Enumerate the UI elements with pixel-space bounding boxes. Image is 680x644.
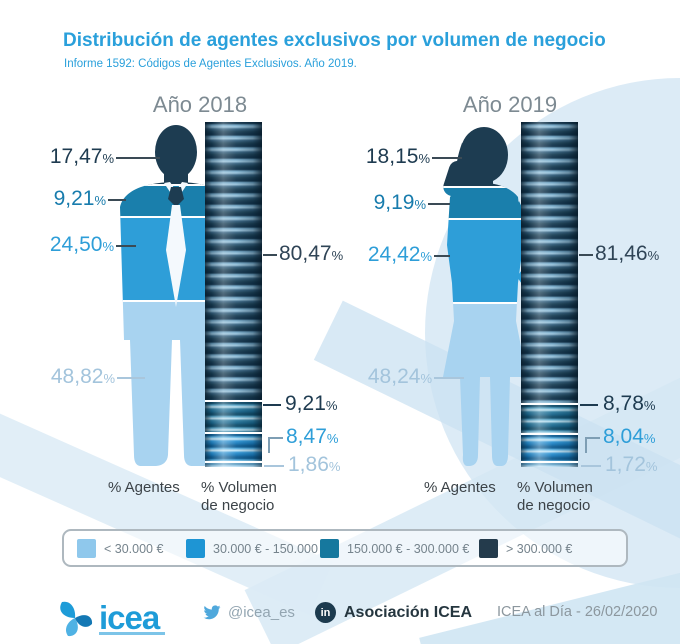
icea-logo: icea xyxy=(55,598,160,638)
icea-logo-text: icea xyxy=(99,599,160,636)
agents-pct-30k-150k-2019: 24,42% xyxy=(367,243,432,266)
icea-logo-tagline xyxy=(99,632,165,635)
volume-pct-150k-300k-2019: 8,78% xyxy=(603,392,656,415)
leader-line xyxy=(116,245,136,247)
legend-swatch-under-30k xyxy=(77,539,96,558)
legend-label: > 300.000 € xyxy=(506,541,573,556)
twitter-bird-icon xyxy=(203,605,221,620)
coin-segment-150k-300k xyxy=(205,400,262,432)
year-heading-2019: Año 2019 xyxy=(462,92,558,117)
agents-pct-over-300k-2018: 17,47% xyxy=(49,145,114,168)
agents-axis-label-2018: % Agentes xyxy=(108,479,180,496)
volume-pct-over-300k-2018: 80,47% xyxy=(279,242,344,265)
coin-segment-under-30k xyxy=(205,461,262,467)
legend-label: < 30.000 € xyxy=(104,541,164,556)
volume-pct-30k-150k-2018: 8,47% xyxy=(286,425,339,448)
agents-pct-under-30k-2019: 48,24% xyxy=(367,365,432,388)
agents-pct-over-300k-2019: 18,15% xyxy=(365,145,430,168)
tie-detail xyxy=(166,205,186,307)
leader-line xyxy=(581,465,601,467)
leader-line xyxy=(263,254,277,256)
legend-item-over-300k: > 300.000 € xyxy=(479,539,572,558)
coin-segment-150k-300k xyxy=(521,403,578,433)
linkedin-link[interactable]: in Asociación ICEA xyxy=(315,602,472,623)
volume-axis-label-2019: % Volumen de negocio xyxy=(517,479,593,514)
page-subtitle: Informe 1592: Códigos de Agentes Exclusi… xyxy=(64,58,357,70)
twitter-handle[interactable]: @icea_es xyxy=(228,604,295,621)
leader-line xyxy=(264,465,284,467)
leader-line xyxy=(428,203,450,205)
agents-pct-under-30k-2018: 48,82% xyxy=(50,365,115,388)
twitter-link[interactable]: @icea_es xyxy=(203,604,295,621)
volume-axis-label-2018: % Volumen de negocio xyxy=(201,479,277,514)
year-heading-2018: Año 2018 xyxy=(152,92,248,117)
coin-segment-30k-150k xyxy=(521,433,578,461)
page-title: Distribución de agentes exclusivos por v… xyxy=(63,30,606,51)
legend-item-30k-150k: 30.000 € - 150.000 € xyxy=(186,539,328,558)
agents-pct-150k-300k-2019: 9,19% xyxy=(373,191,426,214)
legend-label: 30.000 € - 150.000 € xyxy=(213,541,329,556)
edition-date: ICEA al Día - 26/02/2020 xyxy=(497,604,658,620)
legend: < 30.000 € 30.000 € - 150.000 € 150.000 … xyxy=(62,529,628,567)
leader-line xyxy=(432,157,462,159)
coin-segment-over-300k xyxy=(521,122,578,403)
legend-swatch-150k-300k xyxy=(320,539,339,558)
leader-line xyxy=(108,199,126,201)
icea-pinwheel-icon xyxy=(60,601,93,637)
leader-line xyxy=(434,255,450,257)
legend-label: 150.000 € - 300.000 € xyxy=(347,541,470,556)
leader-line xyxy=(116,157,160,159)
volume-pct-under-30k-2019: 1,72% xyxy=(605,453,658,476)
tie-knot-detail xyxy=(168,187,184,207)
agents-pct-150k-300k-2018: 9,21% xyxy=(53,187,106,210)
coin-stack-2019 xyxy=(521,122,578,467)
legend-swatch-30k-150k xyxy=(186,539,205,558)
volume-pct-150k-300k-2018: 9,21% xyxy=(285,392,338,415)
linkedin-label[interactable]: Asociación ICEA xyxy=(344,603,473,621)
leader-line xyxy=(580,404,598,406)
coin-stack-2018 xyxy=(205,122,262,467)
volume-pct-under-30k-2018: 1,86% xyxy=(288,453,341,476)
leader-line xyxy=(263,404,281,406)
leader-elbow xyxy=(268,437,283,453)
coin-segment-over-300k xyxy=(205,122,262,400)
volume-pct-30k-150k-2019: 8,04% xyxy=(603,425,656,448)
coin-segment-30k-150k xyxy=(205,432,262,461)
legend-item-150k-300k: 150.000 € - 300.000 € xyxy=(320,539,469,558)
volume-pct-over-300k-2019: 81,46% xyxy=(595,242,660,265)
agents-pct-30k-150k-2018: 24,50% xyxy=(49,233,114,256)
leader-elbow xyxy=(585,437,600,453)
leader-line xyxy=(434,377,464,379)
legend-swatch-over-300k xyxy=(479,539,498,558)
leader-line xyxy=(579,254,593,256)
coin-segment-under-30k xyxy=(521,461,578,467)
legend-item-under-30k: < 30.000 € xyxy=(77,539,163,558)
agents-axis-label-2019: % Agentes xyxy=(424,479,496,496)
linkedin-icon: in xyxy=(315,602,336,623)
leader-line xyxy=(117,377,145,379)
